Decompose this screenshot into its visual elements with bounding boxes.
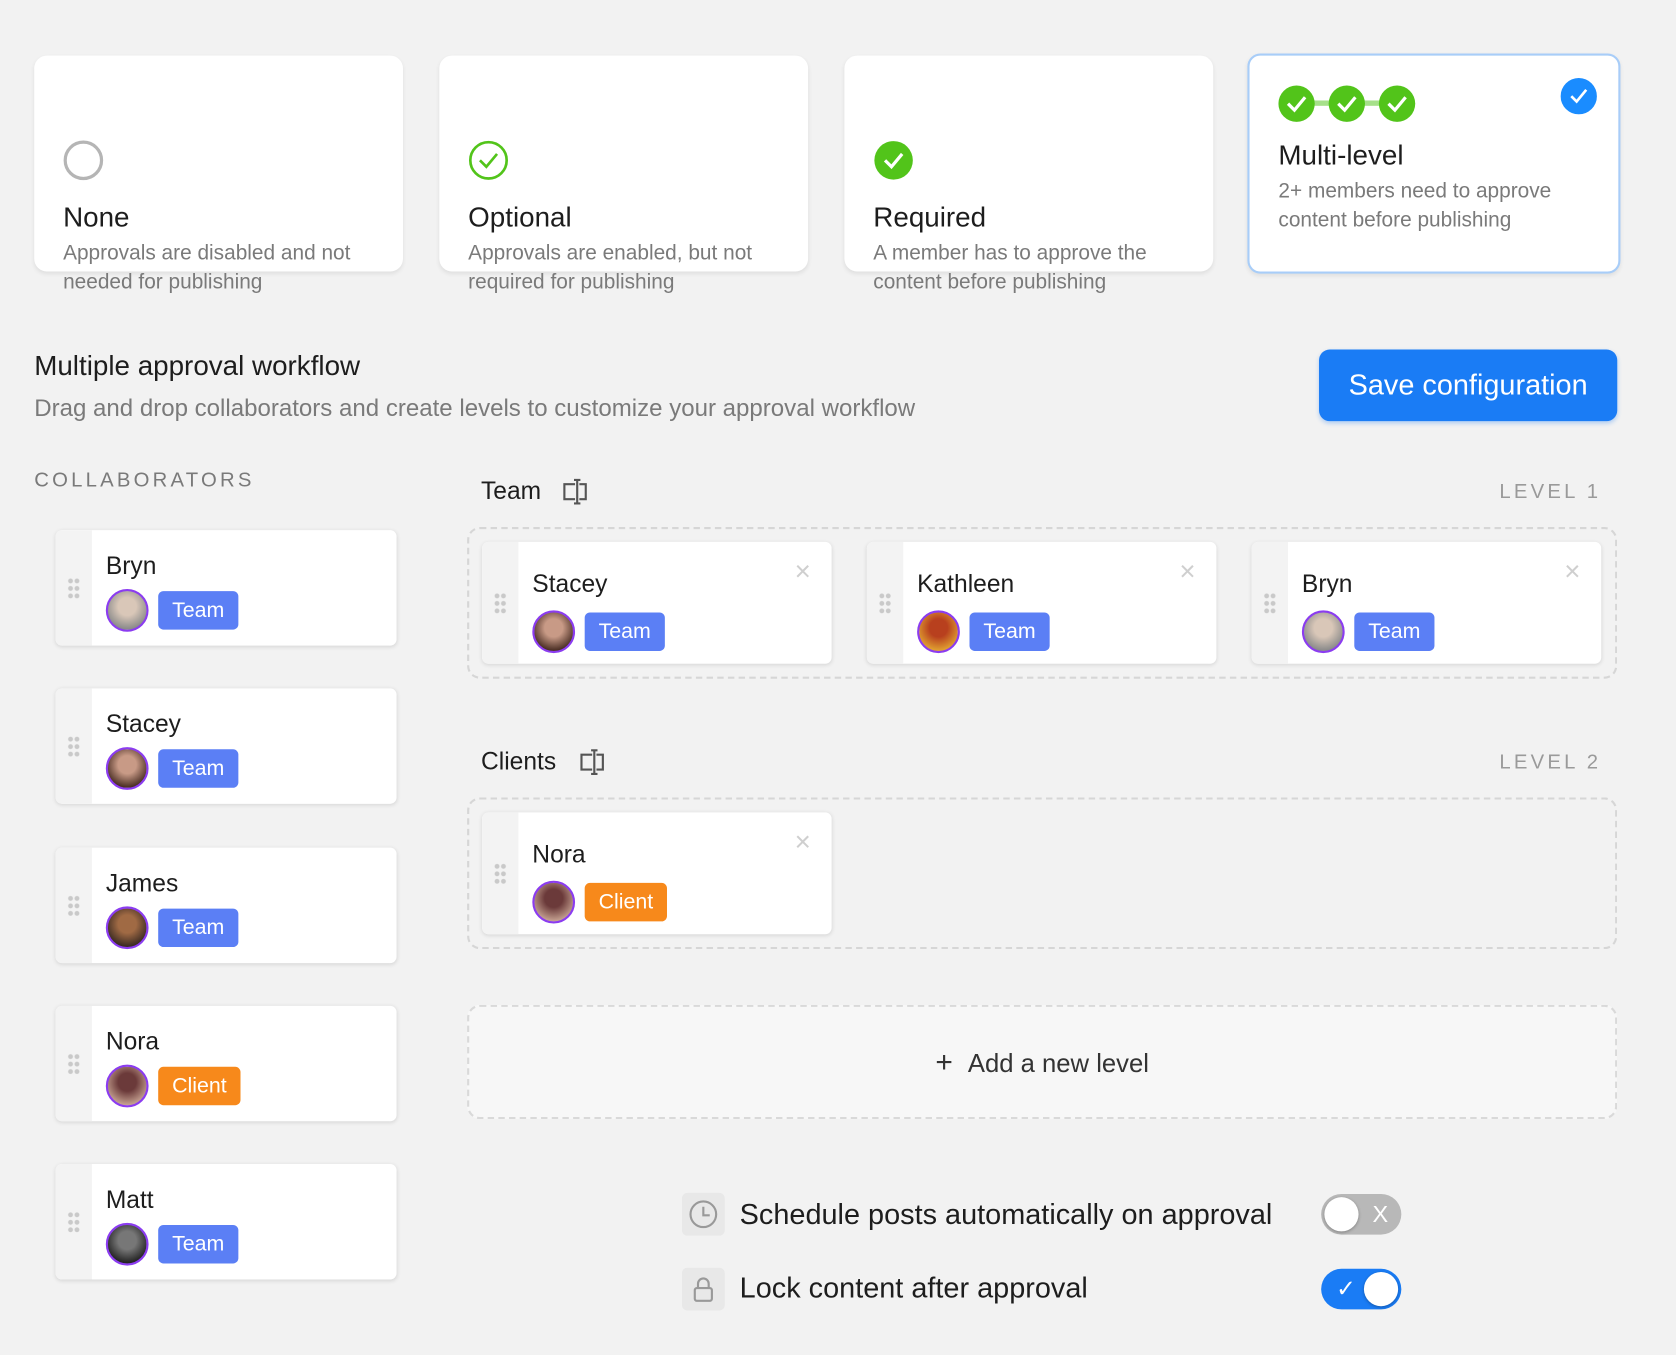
- section-subtitle: Drag and drop collaborators and create l…: [34, 394, 916, 422]
- collaborator-card[interactable]: Nora Client ×: [482, 812, 832, 935]
- avatar: [105, 588, 149, 632]
- x-icon: X: [1372, 1200, 1389, 1228]
- remove-icon[interactable]: ×: [794, 825, 811, 858]
- mode-title: None: [63, 200, 130, 234]
- check-icon: ✓: [1336, 1275, 1356, 1302]
- selected-check-icon: [1560, 78, 1597, 115]
- drag-handle[interactable]: [55, 530, 92, 646]
- collaborator-name: Stacey: [532, 569, 608, 598]
- drag-dots-icon: [67, 577, 81, 599]
- avatar: [1301, 610, 1345, 654]
- drag-handle[interactable]: [55, 688, 92, 805]
- role-badge: Team: [158, 591, 239, 630]
- drag-dots-icon: [67, 894, 81, 916]
- multi-check-icon: [1278, 85, 1416, 122]
- remove-icon[interactable]: ×: [1564, 554, 1581, 587]
- avatar: [105, 1223, 149, 1266]
- role-badge: Team: [969, 612, 1050, 651]
- drag-dots-icon: [493, 862, 507, 884]
- collaborator-card[interactable]: Bryn Team: [55, 530, 397, 646]
- collaborator-card[interactable]: James Team: [55, 847, 397, 963]
- schedule-toggle[interactable]: X: [1321, 1193, 1402, 1235]
- check-badge-icon: [874, 141, 913, 180]
- mode-description: Approvals are disabled and not needed fo…: [63, 241, 351, 294]
- collaborator-name: Nora: [105, 1027, 160, 1055]
- role-badge: Team: [584, 612, 665, 651]
- drag-dots-icon: [67, 1211, 81, 1233]
- avatar: [917, 610, 960, 654]
- collaborator-name: Nora: [532, 840, 586, 868]
- collaborator-card[interactable]: Nora Client: [55, 1005, 397, 1122]
- remove-icon[interactable]: ×: [1179, 554, 1196, 587]
- check-circle-outline-icon: [468, 140, 508, 180]
- clock-icon: [681, 1192, 725, 1236]
- level-dropzone-1[interactable]: [467, 526, 1618, 679]
- collaborator-name: James: [105, 868, 179, 897]
- add-level-label: Add a new level: [967, 1049, 1149, 1079]
- role-badge: Team: [158, 908, 239, 947]
- mode-description: A member has to approve the content befo…: [873, 241, 1147, 294]
- lock-toggle[interactable]: ✓: [1321, 1268, 1402, 1310]
- avatar: [105, 747, 149, 791]
- lock-icon: [681, 1267, 725, 1311]
- avatar: [532, 880, 576, 924]
- section-title: Multiple approval workflow: [34, 349, 361, 382]
- mode-description: 2+ members need to approve content befor…: [1278, 179, 1552, 232]
- drag-handle[interactable]: [55, 1164, 92, 1280]
- avatar: [532, 610, 576, 654]
- mode-title: Multi-level: [1278, 138, 1404, 172]
- collaborator-name: Kathleen: [917, 569, 1015, 598]
- role-badge: Client: [584, 882, 668, 922]
- level-number: LEVEL 2: [1499, 751, 1602, 774]
- remove-icon[interactable]: ×: [794, 554, 811, 587]
- empty-circle-icon: [63, 140, 104, 181]
- role-badge: Team: [1354, 612, 1435, 651]
- setting-label: Schedule posts automatically on approval: [739, 1198, 1273, 1231]
- save-configuration-button[interactable]: Save configuration: [1319, 349, 1618, 422]
- add-level-button[interactable]: + Add a new level: [467, 1004, 1618, 1120]
- role-badge: Team: [158, 749, 239, 789]
- avatar: [105, 1064, 149, 1108]
- level-name: Team: [481, 476, 542, 505]
- collaborator-card[interactable]: Stacey Team ×: [482, 541, 832, 664]
- rename-icon[interactable]: [562, 477, 592, 507]
- drag-dots-icon: [67, 1052, 81, 1075]
- mode-title: Optional: [468, 200, 572, 234]
- plus-icon: +: [935, 1045, 953, 1079]
- role-badge: Team: [158, 1225, 239, 1264]
- mode-card-none[interactable]: None Approvals are disabled and not need…: [34, 55, 403, 294]
- level-name: Clients: [481, 747, 557, 775]
- mode-title: Required: [873, 200, 987, 234]
- drag-handle[interactable]: [1251, 541, 1289, 664]
- collaborator-card[interactable]: Stacey Team: [55, 688, 397, 805]
- mode-card-required[interactable]: Required A member has to approve the con…: [844, 55, 1214, 294]
- collaborator-name: Bryn: [105, 551, 157, 580]
- drag-handle[interactable]: [55, 847, 92, 963]
- drag-handle[interactable]: [482, 541, 519, 664]
- drag-dots-icon: [493, 592, 507, 614]
- drag-handle[interactable]: [482, 812, 519, 935]
- setting-label: Lock content after approval: [739, 1271, 1088, 1305]
- mode-description: Approvals are enabled, but not required …: [468, 241, 753, 294]
- collaborator-name: Matt: [105, 1185, 154, 1214]
- role-badge: Client: [158, 1066, 241, 1106]
- collaborators-heading: COLLABORATORS: [34, 469, 255, 492]
- collaborator-name: Stacey: [105, 710, 181, 738]
- drag-dots-icon: [878, 592, 892, 614]
- collaborator-card[interactable]: Matt Team: [55, 1164, 397, 1280]
- level-dropzone-2[interactable]: [467, 797, 1618, 950]
- mode-card-multi-level[interactable]: Multi-level 2+ members need to approve c…: [1247, 53, 1621, 274]
- collaborator-name: Bryn: [1301, 569, 1353, 598]
- collaborator-card[interactable]: Bryn Team ×: [1251, 541, 1602, 664]
- drag-dots-icon: [67, 735, 81, 758]
- drag-handle[interactable]: [866, 541, 904, 664]
- drag-dots-icon: [1263, 592, 1277, 614]
- level-number: LEVEL 1: [1499, 481, 1602, 504]
- collaborator-card[interactable]: Kathleen Team ×: [866, 541, 1217, 664]
- mode-card-optional[interactable]: Optional Approvals are enabled, but not …: [439, 55, 809, 294]
- rename-icon[interactable]: [579, 747, 609, 777]
- drag-handle[interactable]: [55, 1005, 92, 1122]
- avatar: [105, 905, 149, 949]
